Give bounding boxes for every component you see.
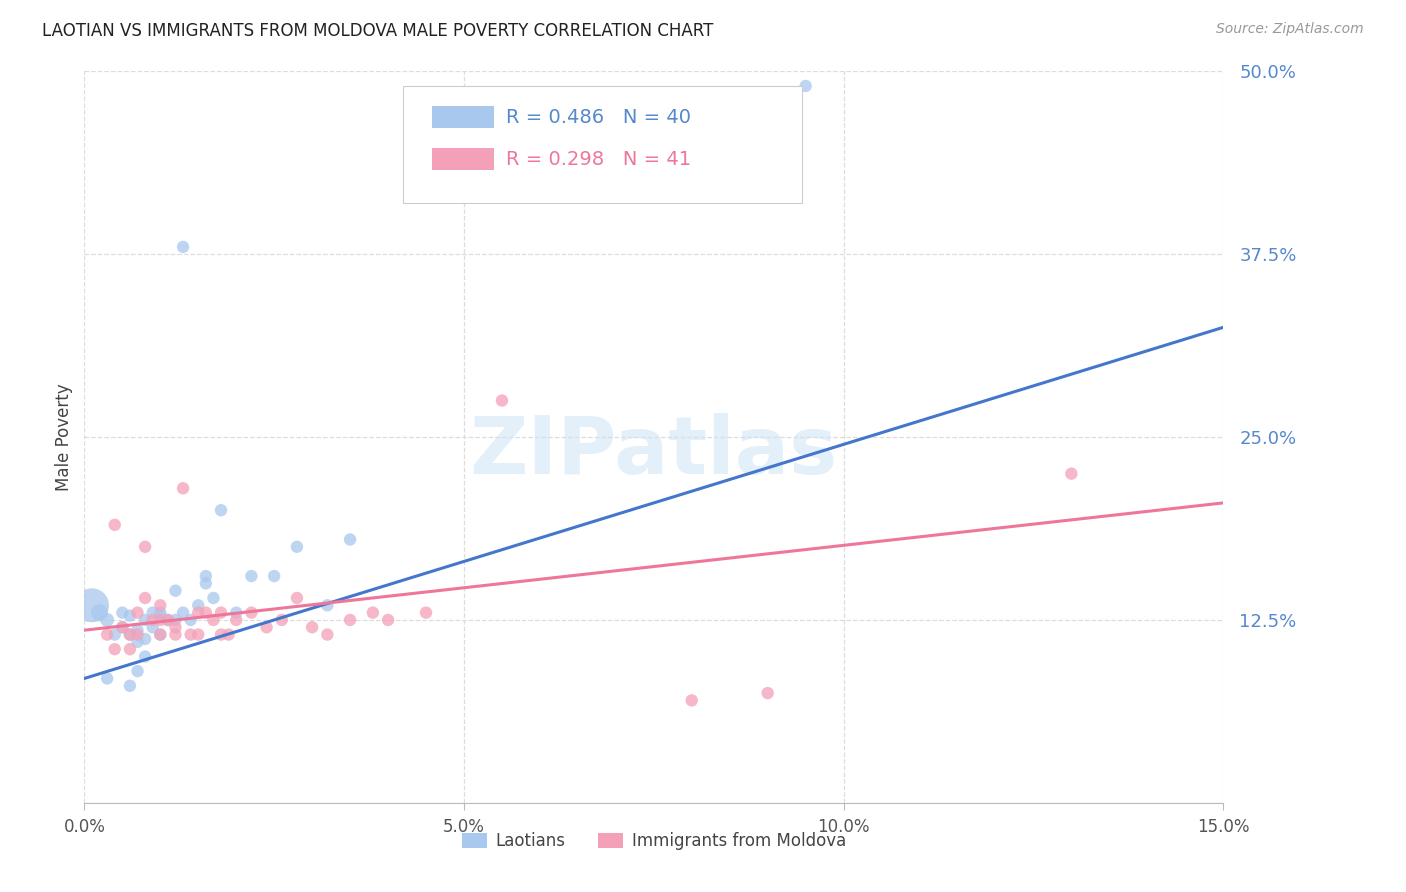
- Point: [127, 606, 149, 620]
- Point: [172, 481, 194, 495]
- Text: ZIPatlas: ZIPatlas: [470, 413, 838, 491]
- Point: [240, 569, 263, 583]
- FancyBboxPatch shape: [404, 86, 801, 203]
- Point: [172, 606, 194, 620]
- Point: [96, 672, 118, 686]
- Text: R = 0.298   N = 41: R = 0.298 N = 41: [506, 150, 690, 169]
- Point: [491, 393, 513, 408]
- Point: [187, 599, 209, 613]
- Point: [134, 632, 156, 646]
- Point: [118, 679, 141, 693]
- Point: [225, 606, 247, 620]
- Point: [142, 606, 165, 620]
- Point: [80, 599, 103, 613]
- Point: [104, 517, 127, 532]
- Point: [149, 627, 172, 641]
- Point: [180, 627, 202, 641]
- Point: [165, 627, 187, 641]
- Point: [285, 540, 308, 554]
- Point: [285, 591, 308, 605]
- Point: [316, 599, 339, 613]
- Point: [89, 606, 111, 620]
- Point: [149, 606, 172, 620]
- Point: [415, 606, 437, 620]
- Point: [209, 503, 232, 517]
- Point: [149, 613, 172, 627]
- Point: [377, 613, 399, 627]
- Point: [156, 613, 179, 627]
- Point: [96, 613, 118, 627]
- Point: [180, 613, 202, 627]
- Point: [270, 613, 292, 627]
- Point: [301, 620, 323, 634]
- Legend: Laotians, Immigrants from Moldova: Laotians, Immigrants from Moldova: [456, 825, 852, 856]
- Point: [256, 620, 278, 634]
- Point: [127, 627, 149, 641]
- Point: [111, 606, 134, 620]
- Text: LAOTIAN VS IMMIGRANTS FROM MOLDOVA MALE POVERTY CORRELATION CHART: LAOTIAN VS IMMIGRANTS FROM MOLDOVA MALE …: [42, 22, 714, 40]
- Point: [165, 583, 187, 598]
- Point: [187, 606, 209, 620]
- Point: [605, 123, 627, 137]
- Point: [127, 623, 149, 637]
- Point: [156, 613, 179, 627]
- Point: [134, 613, 156, 627]
- Point: [202, 591, 225, 605]
- Point: [118, 642, 141, 657]
- Point: [316, 627, 339, 641]
- Text: R = 0.486   N = 40: R = 0.486 N = 40: [506, 108, 690, 127]
- Point: [134, 591, 156, 605]
- Point: [209, 627, 232, 641]
- Y-axis label: Male Poverty: Male Poverty: [55, 384, 73, 491]
- Point: [118, 627, 141, 641]
- Point: [165, 613, 187, 627]
- Bar: [432, 106, 495, 128]
- Point: [172, 240, 194, 254]
- Point: [194, 576, 217, 591]
- Point: [756, 686, 779, 700]
- Point: [118, 608, 141, 623]
- Point: [187, 627, 209, 641]
- Point: [225, 613, 247, 627]
- Point: [149, 608, 172, 623]
- Point: [104, 627, 127, 641]
- Point: [127, 664, 149, 678]
- Point: [149, 599, 172, 613]
- Point: [202, 613, 225, 627]
- Point: [165, 620, 187, 634]
- Point: [1060, 467, 1083, 481]
- Point: [104, 642, 127, 657]
- Point: [361, 606, 384, 620]
- Point: [194, 569, 217, 583]
- Point: [142, 620, 165, 634]
- Point: [142, 613, 165, 627]
- Text: Source: ZipAtlas.com: Source: ZipAtlas.com: [1216, 22, 1364, 37]
- Point: [681, 693, 703, 707]
- Point: [111, 620, 134, 634]
- Point: [263, 569, 285, 583]
- Point: [194, 606, 217, 620]
- Point: [127, 635, 149, 649]
- Point: [134, 540, 156, 554]
- Bar: [432, 148, 495, 170]
- Point: [134, 649, 156, 664]
- Point: [96, 627, 118, 641]
- Point: [794, 78, 817, 93]
- Point: [118, 627, 141, 641]
- Point: [339, 613, 361, 627]
- Point: [111, 620, 134, 634]
- Point: [209, 606, 232, 620]
- Point: [218, 627, 240, 641]
- Point: [339, 533, 361, 547]
- Point: [240, 606, 263, 620]
- Point: [149, 627, 172, 641]
